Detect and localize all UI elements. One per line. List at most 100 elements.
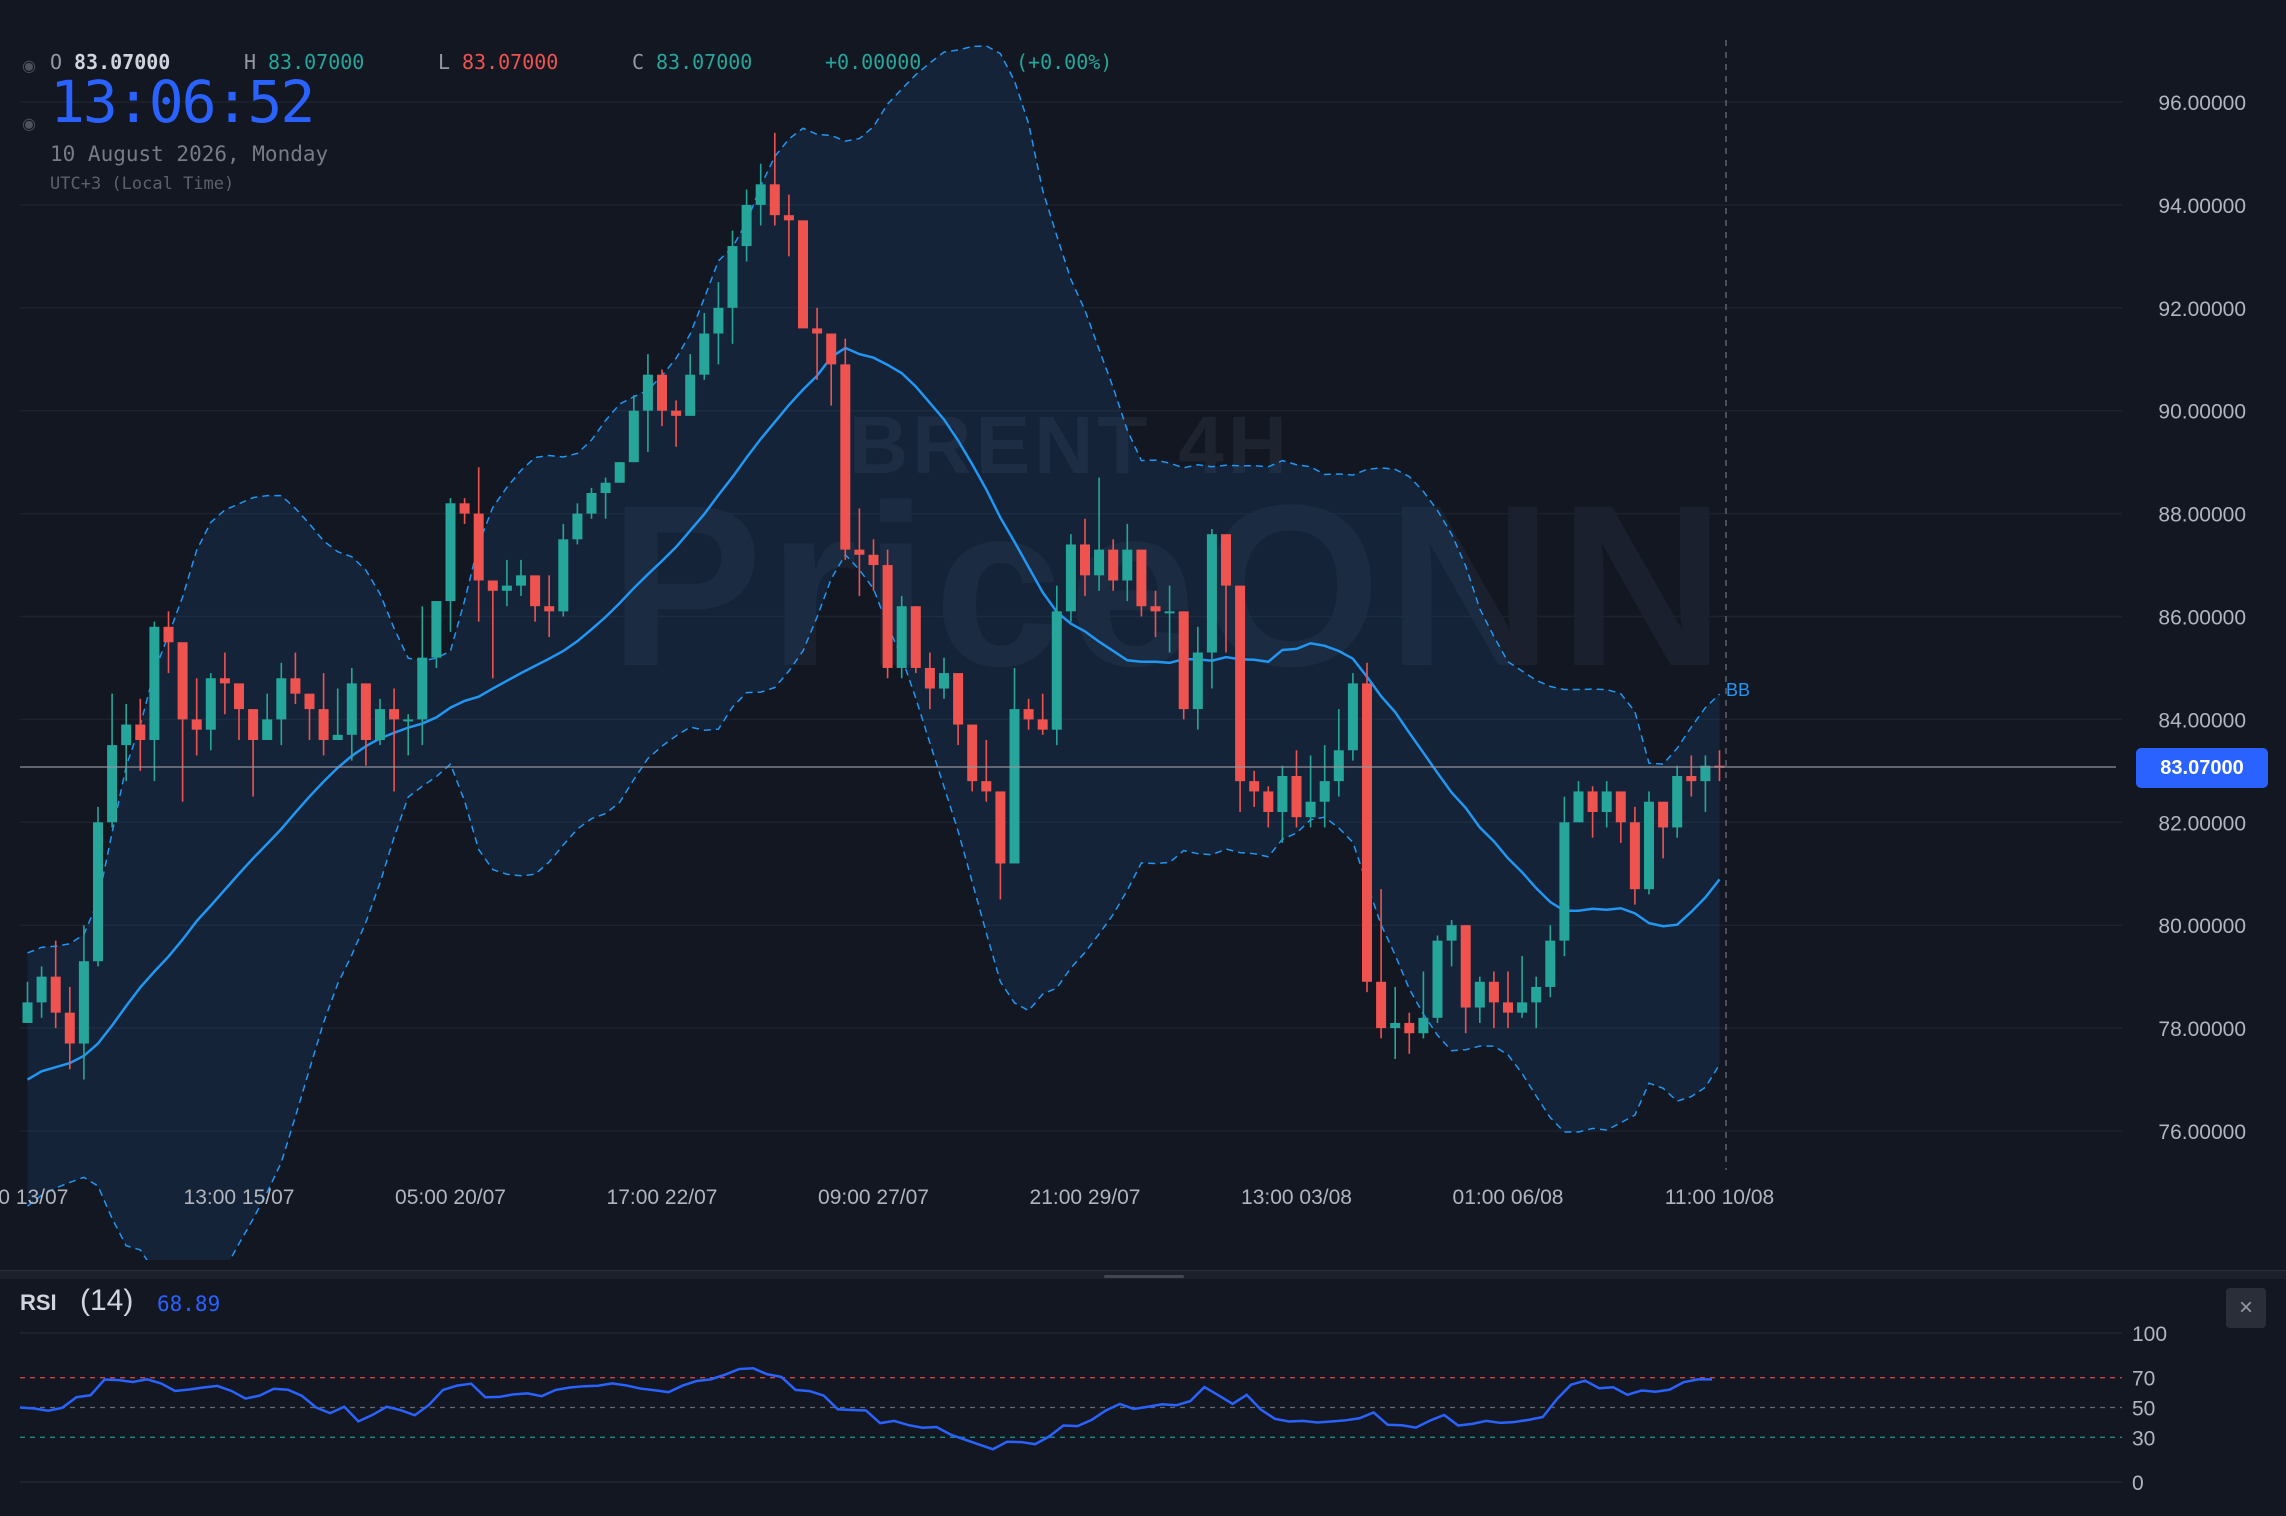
candle-body — [487, 580, 498, 591]
candle-body — [1418, 1017, 1429, 1034]
rsi-level-tick: 50 — [2132, 1398, 2155, 1421]
candle-body — [1700, 765, 1711, 782]
candle-body — [318, 709, 329, 740]
candle-body — [149, 626, 160, 740]
candle-body — [332, 734, 343, 740]
candle-body — [431, 601, 442, 658]
price-tick: 84.00000 — [2158, 709, 2246, 732]
candle-body — [1672, 775, 1683, 828]
candle-body — [22, 1002, 33, 1023]
clock-date: 10 August 2026, Monday — [50, 142, 329, 166]
candle-body — [896, 606, 907, 668]
candle-body — [1658, 801, 1669, 828]
candle-body — [234, 683, 244, 710]
candle-body — [177, 642, 188, 720]
candle-body — [262, 719, 273, 740]
rsi-level-tick: 0 — [2132, 1472, 2144, 1495]
candle-body — [1446, 925, 1457, 941]
price-axis: 96.00000 94.00000 92.00000 90.00000 88.00000… — [2158, 92, 2246, 1144]
candle-body — [628, 410, 639, 463]
candle-body — [1037, 719, 1048, 730]
rsi-grid — [20, 1332, 2122, 1483]
time-tick: 11:00 10/08 — [1665, 1186, 1774, 1209]
candle-body — [558, 539, 569, 612]
candle-body — [572, 513, 583, 540]
candle-body — [78, 961, 89, 1044]
candle-body — [1291, 775, 1302, 818]
candle-body — [671, 410, 682, 416]
candle-body — [868, 554, 879, 566]
pane-resize-handle[interactable] — [1104, 1275, 1184, 1278]
price-tick: 82.00000 — [2158, 812, 2246, 835]
candle-body — [967, 724, 978, 782]
candle-body — [642, 374, 653, 411]
candle-body — [50, 976, 61, 1013]
rsi-line — [19, 1367, 1713, 1451]
candle-body — [1545, 940, 1556, 987]
close-icon[interactable]: × — [2226, 1288, 2266, 1328]
eye-icon[interactable]: ◉ — [22, 58, 36, 75]
eye-icon[interactable]: ◉ — [22, 116, 36, 133]
candle-body — [713, 307, 724, 334]
candle-body — [924, 667, 935, 689]
open-label: O — [50, 50, 63, 74]
last-price-tag: 83.07000 — [2136, 748, 2268, 788]
candle-body — [1206, 534, 1217, 653]
time-tick: 09:00 27/07 — [818, 1186, 929, 1209]
rsi-length: (14) — [80, 1284, 134, 1317]
price-tick: 86.00000 — [2158, 607, 2246, 630]
candle-body — [699, 333, 710, 375]
time-tick: 00 13/07 — [0, 1186, 68, 1209]
bb-basis — [26, 346, 1721, 1081]
rsi-value: 68.89 — [157, 1292, 221, 1316]
candle-body — [755, 184, 766, 205]
price-tick: 78.00000 — [2158, 1018, 2246, 1041]
candle-body — [1347, 683, 1358, 751]
rsi-level-tick: 70 — [2132, 1368, 2155, 1391]
candle-body — [1629, 822, 1640, 890]
candlesticks — [22, 132, 1725, 1080]
watermark-symbol: BRENT 4H — [849, 400, 1291, 491]
price-tick: 96.00000 — [2158, 92, 2246, 115]
candle-body — [910, 606, 921, 668]
change-percent: (+0.00%) — [1016, 50, 1113, 74]
time-tick: 21:00 29/07 — [1030, 1186, 1141, 1209]
close-value: 83.07000 — [656, 50, 753, 74]
candle-body — [1615, 791, 1626, 823]
candle-body — [1249, 781, 1260, 792]
candle-body — [1178, 611, 1189, 710]
symbol-watermark: BRENT 4H PriceONN — [609, 400, 1725, 714]
candle-body — [1362, 683, 1372, 982]
candle-body — [939, 673, 949, 689]
candle-body — [1517, 1002, 1528, 1013]
rsi-chart[interactable]: 100 70 50 30 0 — [0, 1270, 2286, 1516]
candle-body — [1432, 940, 1443, 1018]
candle-body — [840, 364, 851, 550]
candle-body — [276, 678, 287, 720]
close-label: C — [632, 50, 645, 74]
candle-body — [445, 503, 456, 602]
rsi-axis: 100 70 50 30 0 — [2132, 1323, 2167, 1495]
bb-upper — [27, 45, 1721, 954]
candle-body — [769, 184, 780, 216]
time-tick: 05:00 20/07 — [395, 1186, 506, 1209]
candle-body — [205, 678, 216, 730]
candle-body — [1488, 981, 1499, 1003]
bb-lower — [27, 553, 1721, 1260]
candle-body — [1319, 781, 1330, 802]
candle-body — [516, 575, 526, 586]
candle-body — [346, 683, 357, 735]
high-value: 83.07000 — [268, 50, 365, 74]
candle-body — [1108, 549, 1119, 581]
bb-label: BB — [1726, 680, 1751, 700]
candle-body — [1080, 544, 1090, 576]
candle-body — [1601, 791, 1612, 813]
price-chart[interactable]: BRENT 4H PriceONN 96.00000 94.00000 92.000… — [0, 0, 2286, 1260]
candle-body — [995, 791, 1006, 864]
candle-body — [417, 657, 428, 720]
candle-body — [1150, 606, 1161, 612]
candle-body — [614, 462, 625, 483]
price-tick: 92.00000 — [2158, 298, 2246, 321]
pane-divider[interactable] — [0, 1270, 2286, 1279]
low-label: L — [438, 50, 451, 74]
